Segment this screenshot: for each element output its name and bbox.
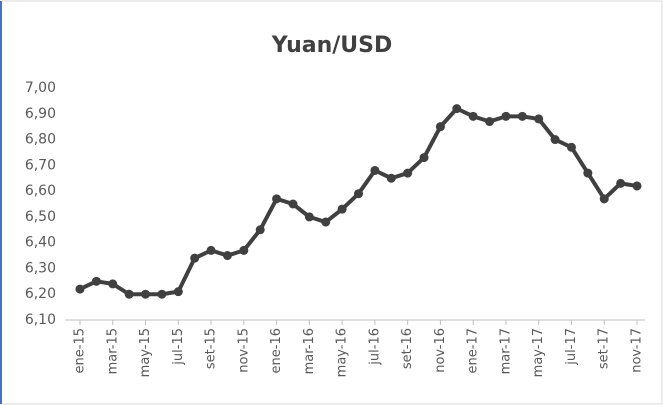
- marker: [304, 212, 314, 222]
- marker: [108, 279, 118, 289]
- marker: [337, 204, 347, 214]
- marker: [534, 114, 544, 124]
- marker: [403, 168, 413, 178]
- y-tick-label: 7,00: [25, 80, 56, 96]
- y-tick-label: 6,90: [25, 106, 56, 122]
- marker: [566, 142, 576, 152]
- y-tick-label: 6,30: [25, 260, 56, 276]
- y-tick-label: 6,20: [25, 286, 56, 302]
- x-tick-label: may-15: [138, 328, 153, 377]
- x-tick-label: set-17: [597, 328, 612, 369]
- marker: [272, 194, 282, 204]
- x-tick-label: mar-17: [498, 328, 513, 374]
- marker: [141, 289, 151, 299]
- x-tick-label: mar-16: [302, 328, 317, 374]
- chart-title: Yuan/USD: [271, 33, 393, 58]
- y-tick-label: 6,40: [25, 235, 56, 251]
- x-tick-label: nov-16: [433, 328, 448, 373]
- y-tick-label: 6,60: [25, 183, 56, 199]
- marker: [386, 173, 396, 183]
- x-tick-label: ene-17: [466, 328, 481, 373]
- y-tick-label: 6,50: [25, 209, 56, 225]
- x-tick-label: jul-15: [171, 328, 186, 366]
- marker: [239, 245, 249, 255]
- marker: [370, 165, 380, 175]
- marker: [616, 178, 626, 188]
- marker: [206, 245, 216, 255]
- marker: [75, 284, 85, 294]
- marker: [222, 251, 232, 261]
- marker: [501, 111, 511, 121]
- marker: [550, 135, 560, 145]
- x-tick-label: set-15: [204, 328, 219, 369]
- y-tick-label: 6,10: [25, 312, 56, 328]
- x-tick-label: nov-17: [630, 328, 645, 373]
- marker: [157, 289, 167, 299]
- marker: [419, 153, 429, 163]
- x-tick-label: set-16: [400, 328, 415, 369]
- marker: [632, 181, 642, 191]
- marker: [354, 189, 363, 199]
- x-tick-label: jul-17: [564, 328, 579, 366]
- x-tick-label: ene-16: [269, 328, 284, 373]
- marker: [190, 253, 200, 263]
- x-tick-label: mar-15: [105, 328, 120, 374]
- y-tick-label: 6,70: [25, 157, 56, 173]
- x-tick-label: may-16: [335, 328, 350, 377]
- marker: [435, 122, 445, 132]
- marker: [321, 217, 331, 227]
- marker: [255, 225, 265, 235]
- marker: [583, 168, 593, 178]
- x-tick-label: jul-16: [367, 328, 382, 366]
- y-tick-label: 6,80: [25, 132, 56, 148]
- marker: [452, 104, 462, 114]
- marker: [91, 276, 101, 286]
- x-tick-label: ene-15: [73, 328, 88, 373]
- marker: [468, 111, 478, 121]
- marker: [517, 111, 527, 121]
- marker: [124, 289, 134, 299]
- marker: [485, 117, 495, 127]
- marker: [599, 194, 609, 204]
- marker: [173, 287, 183, 297]
- marker: [288, 199, 298, 209]
- x-tick-label: may-17: [531, 328, 546, 377]
- x-tick-label: nov-15: [236, 328, 251, 373]
